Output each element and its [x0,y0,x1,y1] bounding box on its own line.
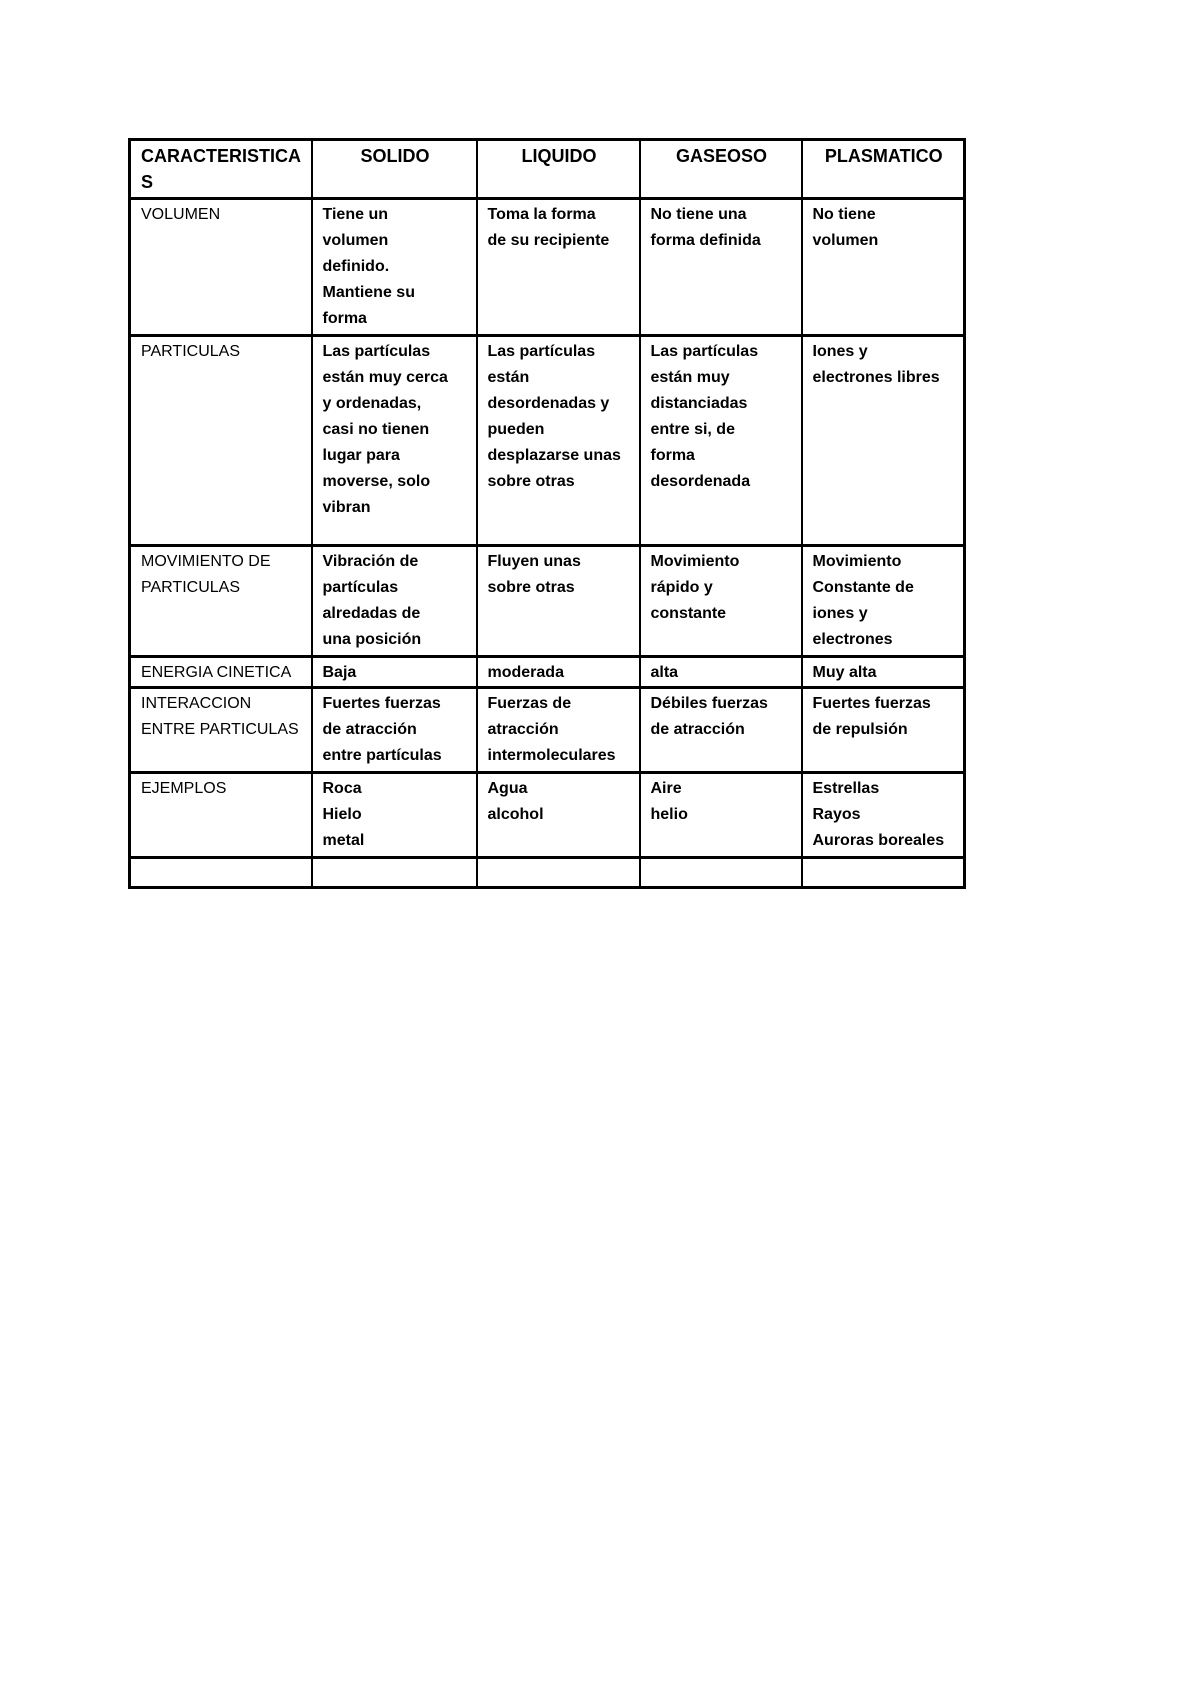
row-label-particulas: PARTICULAS [128,334,313,547]
cell-particulas-solido: Las partículas están muy cerca y ordenad… [310,334,478,547]
cell-interaccion-solido: Fuertes fuerzas de atracción entre partí… [310,686,478,774]
cell-interaccion-gaseoso: Débiles fuerzas de atracción [638,686,803,774]
empty-cell [128,856,313,889]
row-label-volumen: VOLUMEN [128,197,313,337]
column-header-liquido: LIQUIDO [475,138,641,200]
table-row-particulas: PARTICULAS Las partículas están muy cerc… [128,334,966,547]
column-header-solido: SOLIDO [310,138,478,200]
column-header-plasmatico: PLASMATICO [800,138,966,200]
cell-interaccion-liquido: Fuerzas de atracción intermoleculares [475,686,641,774]
cell-movimiento-liquido: Fluyen unas sobre otras [475,544,641,658]
table-row-ejemplos: EJEMPLOS Roca Hielo metal Agua alcohol A… [128,771,966,859]
cell-particulas-liquido: Las partículas están desordenadas y pued… [475,334,641,547]
table-row-empty [128,856,966,889]
row-label-interaccion-entre-particulas: INTERACCION ENTRE PARTICULAS [128,686,313,774]
header-row: CARACTERISTICA S SOLIDO LIQUIDO GASEOSO … [128,138,966,200]
empty-cell [800,856,966,889]
cell-movimiento-solido: Vibración de partículas alredadas de una… [310,544,478,658]
cell-ejemplos-plasmatico: Estrellas Rayos Auroras boreales [800,771,966,859]
cell-energia-plasmatico: Muy alta [800,655,966,689]
empty-cell [310,856,478,889]
table-row-volumen: VOLUMEN Tiene un volumen definido. Manti… [128,197,966,337]
column-header-gaseoso: GASEOSO [638,138,803,200]
cell-particulas-plasmatico: Iones y electrones libres [800,334,966,547]
row-label-energia-cinetica: ENERGIA CINETICA [128,655,313,689]
cell-ejemplos-liquido: Agua alcohol [475,771,641,859]
cell-volumen-solido: Tiene un volumen definido. Mantiene su f… [310,197,478,337]
cell-volumen-liquido: Toma la forma de su recipiente [475,197,641,337]
cell-energia-gaseoso: alta [638,655,803,689]
row-label-movimiento-de-particulas: MOVIMIENTO DE PARTICULAS [128,544,313,658]
cell-movimiento-gaseoso: Movimiento rápido y constante [638,544,803,658]
table-row-energia-cinetica: ENERGIA CINETICA Baja moderada alta Muy … [128,655,966,689]
cell-ejemplos-gaseoso: Aire helio [638,771,803,859]
cell-particulas-gaseoso: Las partículas están muy distanciadas en… [638,334,803,547]
cell-interaccion-plasmatico: Fuertes fuerzas de repulsión [800,686,966,774]
cell-volumen-plasmatico: No tiene volumen [800,197,966,337]
empty-cell [638,856,803,889]
empty-cell [475,856,641,889]
table-row-movimiento-de-particulas: MOVIMIENTO DE PARTICULAS Vibración de pa… [128,544,966,658]
cell-energia-liquido: moderada [475,655,641,689]
column-header-caracteristicas: CARACTERISTICA S [128,138,313,200]
table-row-interaccion-entre-particulas: INTERACCION ENTRE PARTICULAS Fuertes fue… [128,686,966,774]
states-of-matter-table: CARACTERISTICA S SOLIDO LIQUIDO GASEOSO … [128,138,966,889]
cell-volumen-gaseoso: No tiene una forma definida [638,197,803,337]
cell-movimiento-plasmatico: Movimiento Constante de iones y electron… [800,544,966,658]
row-label-ejemplos: EJEMPLOS [128,771,313,859]
cell-energia-solido: Baja [310,655,478,689]
cell-ejemplos-solido: Roca Hielo metal [310,771,478,859]
